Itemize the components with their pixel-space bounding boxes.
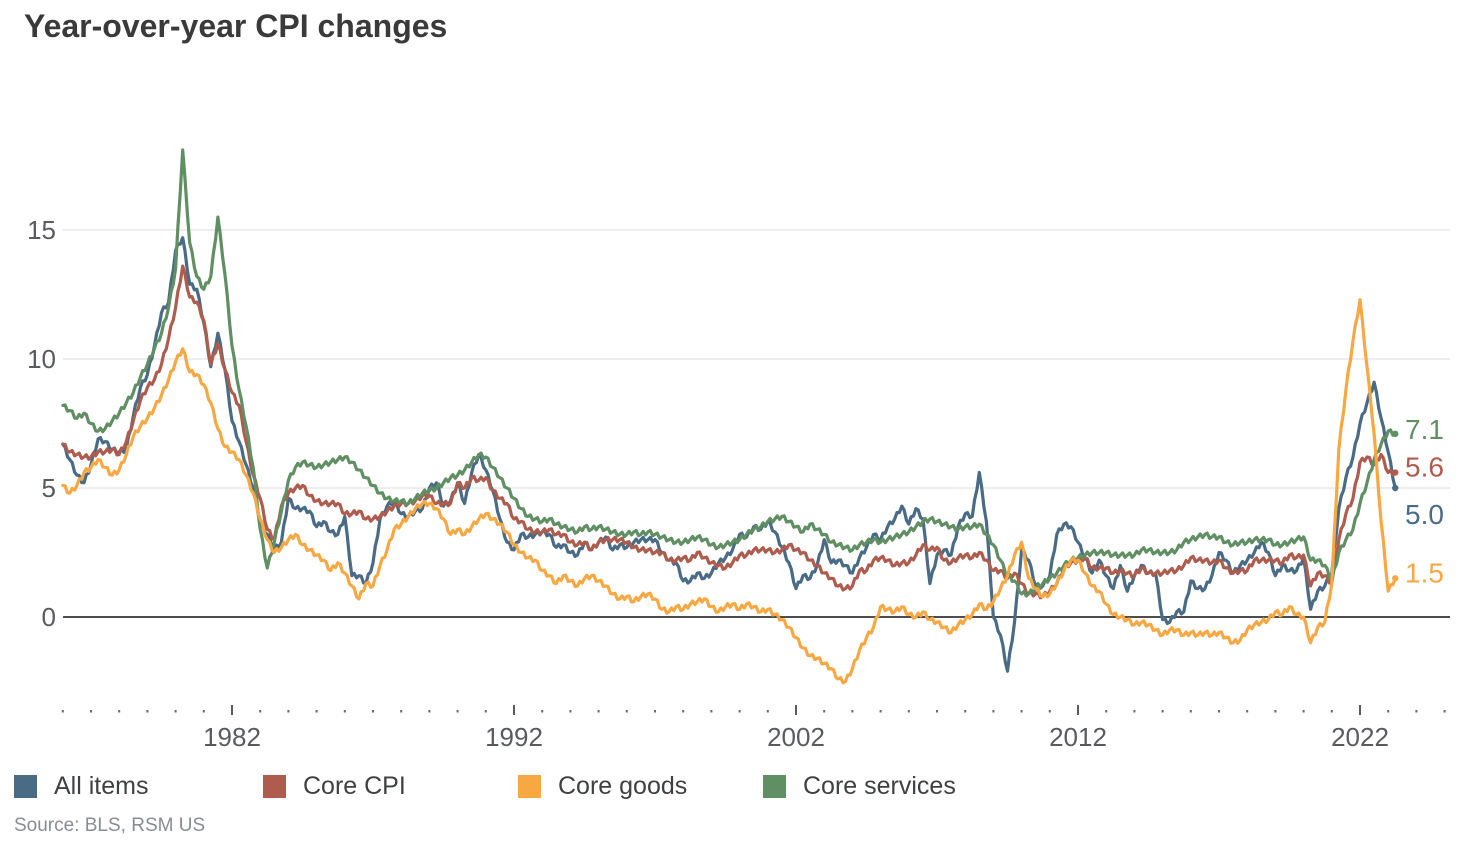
x-tick-label-1982: 1982	[203, 722, 261, 752]
x-minor-tick-1976	[61, 710, 64, 713]
x-minor-tick-2016	[1189, 710, 1192, 713]
y-tick-label-15: 15	[27, 215, 56, 245]
x-minor-tick-2003	[823, 710, 826, 713]
y-tick-label-5: 5	[42, 473, 56, 503]
x-tick-label-2022: 2022	[1331, 722, 1389, 752]
y-axis-labels: 0 5 10 15	[27, 215, 56, 632]
x-minor-tick-2014	[1133, 710, 1136, 713]
x-minor-tick-2013	[1105, 710, 1108, 713]
x-minor-tick-1994	[569, 710, 572, 713]
x-tick-label-2002: 2002	[767, 722, 825, 752]
x-minor-tick-1999	[710, 710, 713, 713]
legend-label-all-items: All items	[54, 771, 149, 800]
x-minor-tick-1978	[118, 710, 121, 713]
x-axis-ticks	[61, 705, 1446, 715]
series-endpoint-all-items	[1392, 484, 1399, 492]
x-major-tick-2022	[1359, 705, 1361, 715]
y-tick-label-0: 0	[42, 602, 56, 632]
legend-item-core-goods: Core goods	[518, 771, 687, 801]
x-major-tick-2012	[1077, 705, 1079, 715]
x-minor-tick-2000	[738, 710, 741, 713]
x-minor-tick-2025	[1443, 710, 1446, 713]
legend-item-core-services: Core services	[763, 771, 956, 801]
series-end-value-labels: 5.0 5.6 1.5 7.1	[1405, 414, 1444, 588]
x-minor-tick-2017	[1218, 710, 1220, 713]
x-minor-tick-1993	[541, 710, 544, 713]
x-minor-tick-2023	[1387, 710, 1390, 713]
x-minor-tick-1984	[287, 710, 290, 713]
x-minor-tick-2021	[1330, 710, 1333, 713]
x-minor-tick-2008	[964, 710, 967, 713]
x-minor-tick-2018	[1246, 710, 1249, 713]
x-minor-tick-1979	[146, 710, 149, 713]
x-minor-tick-1981	[202, 710, 205, 713]
series-line-all-items	[61, 236, 1397, 673]
x-minor-tick-1997	[654, 710, 656, 713]
x-minor-tick-2019	[1274, 710, 1277, 713]
x-minor-tick-2004	[851, 710, 854, 713]
end-label-core-cpi: 5.6	[1405, 452, 1444, 483]
x-minor-tick-1991	[484, 710, 487, 713]
end-label-all-items: 5.0	[1405, 499, 1444, 530]
x-minor-tick-1986	[343, 710, 346, 713]
x-minor-tick-2020	[1302, 710, 1305, 713]
x-minor-tick-2015	[1161, 710, 1164, 713]
x-tick-label-1992: 1992	[485, 722, 543, 752]
x-minor-tick-1987	[372, 710, 374, 713]
x-minor-tick-1998	[682, 710, 685, 713]
series-endpoint-core-cpi	[1392, 469, 1399, 476]
series-line-core-services	[61, 148, 1397, 598]
gridlines	[63, 229, 1450, 618]
x-tick-label-2012: 2012	[1049, 722, 1107, 752]
x-minor-tick-2010	[1020, 710, 1023, 713]
legend-label-core-goods: Core goods	[558, 771, 688, 800]
end-label-core-services: 7.1	[1405, 414, 1444, 445]
x-minor-tick-2005	[879, 710, 882, 713]
legend-swatch-core-services	[763, 774, 786, 798]
x-minor-tick-1983	[259, 710, 262, 713]
end-label-core-goods: 1.5	[1405, 557, 1444, 588]
y-tick-label-10: 10	[27, 344, 56, 374]
x-minor-tick-2009	[992, 710, 995, 713]
x-minor-tick-1985	[315, 710, 318, 713]
legend: All items Core CPI Core goods Core servi…	[0, 771, 1477, 805]
x-minor-tick-2024	[1415, 710, 1418, 713]
x-minor-tick-1977	[90, 710, 92, 713]
x-minor-tick-1988	[400, 710, 403, 713]
chart-title: Year-over-year CPI changes	[24, 8, 448, 44]
x-minor-tick-1996	[625, 710, 628, 713]
x-minor-tick-2007	[936, 710, 938, 713]
series-endpoint-core-goods	[1392, 575, 1399, 582]
series-line-core-goods	[61, 298, 1397, 685]
series-lines	[61, 148, 1399, 685]
source-note: Source: BLS, RSM US	[14, 815, 206, 836]
legend-swatch-core-cpi	[263, 774, 286, 798]
legend-swatch-all-items	[14, 774, 37, 798]
legend-label-core-services: Core services	[803, 771, 956, 800]
series-endpoint-core-services	[1392, 430, 1399, 438]
legend-swatch-core-goods	[518, 774, 541, 798]
legend-item-all-items: All items	[14, 771, 148, 801]
x-minor-tick-2011	[1048, 710, 1051, 713]
x-minor-tick-2006	[907, 710, 910, 713]
x-minor-tick-1995	[597, 710, 600, 713]
x-minor-tick-1990	[456, 710, 459, 713]
x-minor-tick-1989	[428, 710, 431, 713]
x-major-tick-1992	[513, 705, 515, 715]
x-minor-tick-2001	[766, 710, 769, 713]
x-major-tick-1982	[231, 705, 233, 715]
x-axis-labels: 1982 1992 2002 2012 2022	[203, 722, 1389, 752]
x-major-tick-2002	[795, 705, 797, 715]
x-minor-tick-1980	[174, 710, 177, 713]
legend-item-core-cpi: Core CPI	[263, 771, 406, 801]
legend-label-core-cpi: Core CPI	[303, 771, 406, 800]
